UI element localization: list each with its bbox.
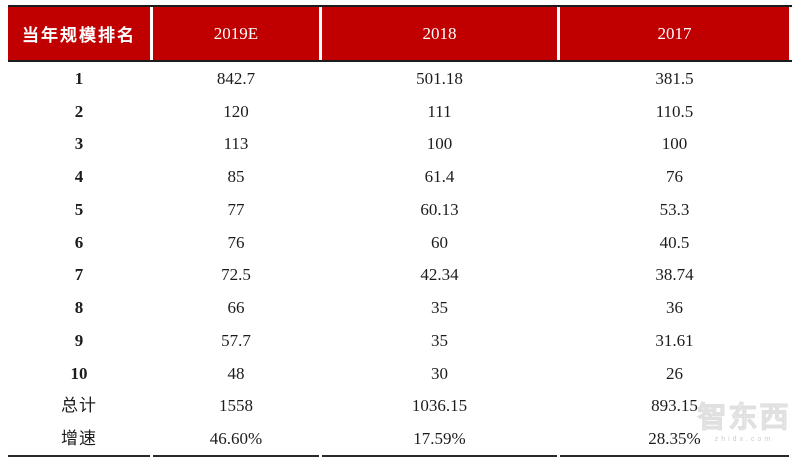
value-cell: 100 bbox=[661, 134, 688, 154]
table-row: 6 76 60 40.5 bbox=[8, 226, 792, 259]
value-cell: 842.7 bbox=[216, 68, 256, 88]
value-cell: 17.59% bbox=[413, 429, 466, 449]
table-row: 5 77 60.13 53.3 bbox=[8, 193, 792, 226]
value-cell: 893.15 bbox=[651, 396, 698, 416]
table-row: 8 66 35 36 bbox=[8, 291, 792, 324]
rank-cell: 4 bbox=[74, 167, 84, 187]
value-cell: 111 bbox=[427, 101, 452, 121]
value-cell: 61.4 bbox=[424, 167, 455, 187]
value-cell: 30 bbox=[431, 363, 448, 383]
value-cell: 40.5 bbox=[659, 232, 690, 252]
rank-cell: 8 bbox=[74, 298, 84, 318]
table-bottom-rule bbox=[8, 455, 792, 457]
table-row: 2 120 111 110.5 bbox=[8, 95, 792, 128]
value-cell: 36 bbox=[666, 298, 683, 318]
header-cell-2019e: 2019E bbox=[153, 7, 319, 60]
value-cell: 100 bbox=[426, 134, 453, 154]
rank-cell: 总计 bbox=[61, 396, 97, 416]
rank-cell: 增速 bbox=[61, 429, 97, 449]
table-row: 4 85 61.4 76 bbox=[8, 160, 792, 193]
value-cell: 42.34 bbox=[420, 265, 459, 285]
value-cell: 28.35% bbox=[648, 429, 701, 449]
value-cell: 381.5 bbox=[655, 68, 694, 88]
header-cell-2017: 2017 bbox=[560, 7, 789, 60]
bottom-rule-segment bbox=[153, 455, 319, 457]
value-cell: 77 bbox=[227, 199, 245, 219]
table-row: 增速 46.60% 17.59% 28.35% bbox=[8, 422, 792, 455]
bottom-rule-segment bbox=[322, 455, 557, 457]
value-cell: 38.74 bbox=[655, 265, 694, 285]
value-cell: 35 bbox=[431, 298, 448, 318]
value-cell: 72.5 bbox=[221, 265, 251, 285]
value-cell: 60 bbox=[431, 232, 448, 252]
bottom-rule-segment bbox=[8, 455, 150, 457]
header-cell-rank-label: 当年规模排名 bbox=[8, 7, 150, 60]
value-cell: 31.61 bbox=[655, 330, 694, 350]
value-cell: 113 bbox=[223, 134, 249, 154]
rank-cell: 1 bbox=[74, 68, 84, 88]
header-cell-2018: 2018 bbox=[322, 7, 557, 60]
value-cell: 26 bbox=[666, 363, 683, 383]
value-cell: 501.18 bbox=[416, 68, 463, 88]
value-cell: 60.13 bbox=[420, 199, 459, 219]
rank-cell: 5 bbox=[74, 199, 84, 219]
table-header-row: 当年规模排名 2019E 2018 2017 bbox=[8, 5, 792, 62]
rank-cell: 2 bbox=[74, 101, 84, 121]
value-cell: 1558 bbox=[219, 396, 253, 416]
table-row: 10 48 30 26 bbox=[8, 357, 792, 390]
ranking-table: 当年规模排名 2019E 2018 2017 1 842.7 501.18 381.5… bbox=[8, 5, 792, 457]
value-cell: 76 bbox=[227, 232, 245, 252]
value-cell: 76 bbox=[666, 167, 683, 187]
value-cell: 66 bbox=[227, 298, 245, 318]
value-cell: 35 bbox=[431, 330, 448, 350]
table-row: 7 72.5 42.34 38.74 bbox=[8, 259, 792, 292]
value-cell: 46.60% bbox=[209, 429, 263, 449]
value-cell: 1036.15 bbox=[411, 396, 468, 416]
rank-cell: 7 bbox=[74, 265, 84, 285]
value-cell: 48 bbox=[227, 363, 245, 383]
table-body: 1 842.7 501.18 381.5 2 120 111 110.5 3 113 100 100 4… bbox=[8, 62, 792, 455]
rank-cell: 3 bbox=[74, 134, 84, 154]
table-row: 1 842.7 501.18 381.5 bbox=[8, 62, 792, 95]
table-row: 总计 1558 1036.15 893.15 bbox=[8, 390, 792, 423]
rank-cell: 9 bbox=[74, 330, 84, 350]
rank-cell: 10 bbox=[70, 363, 88, 383]
value-cell: 53.3 bbox=[659, 199, 690, 219]
table-row: 9 57.7 35 31.61 bbox=[8, 324, 792, 357]
value-cell: 57.7 bbox=[221, 330, 251, 350]
bottom-rule-segment bbox=[560, 455, 789, 457]
value-cell: 85 bbox=[227, 167, 245, 187]
value-cell: 120 bbox=[223, 101, 249, 121]
value-cell: 110.5 bbox=[655, 101, 694, 121]
rank-cell: 6 bbox=[74, 232, 84, 252]
table-row: 3 113 100 100 bbox=[8, 128, 792, 161]
